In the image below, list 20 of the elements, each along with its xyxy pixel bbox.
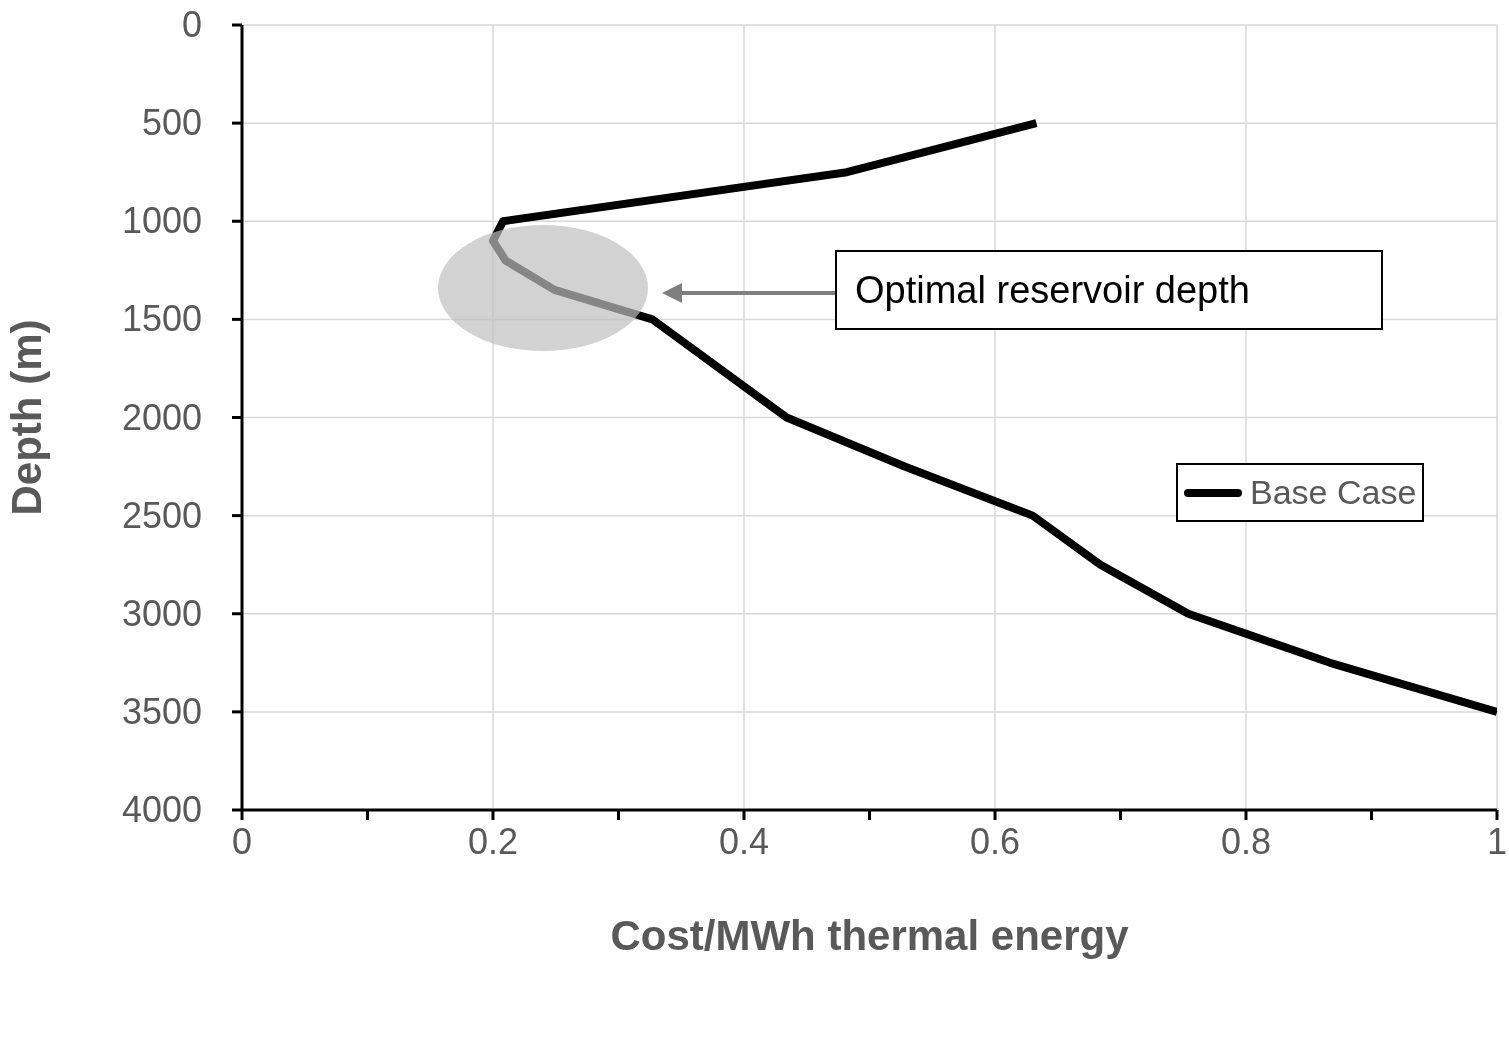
- x-axis-title: Cost/MWh thermal energy: [610, 912, 1130, 959]
- y-tick-label: 3500: [121, 690, 202, 732]
- y-tick-label: 2000: [121, 396, 202, 438]
- y-tick-label: 2500: [121, 494, 202, 536]
- y-tick-label: 1000: [121, 200, 202, 242]
- x-tick-label: 0.6: [969, 821, 1021, 862]
- y-axis-title: Depth (m): [2, 319, 50, 516]
- legend-label: Base Case: [1250, 473, 1417, 512]
- y-tick-label: 500: [141, 102, 202, 144]
- callout-box: Optimal reservoir depth: [835, 250, 1383, 330]
- x-tick-label: 0.4: [718, 821, 770, 862]
- annotation: Optimal reservoir depth: [855, 268, 1250, 312]
- y-tick-label: 4000: [121, 789, 202, 830]
- y-tick-label: 3000: [121, 592, 202, 634]
- x-tick-label: 1: [1486, 821, 1508, 862]
- y-tick-label: 1500: [121, 298, 202, 340]
- x-tick-label: 0.8: [1220, 821, 1272, 862]
- y-tick-label: 0: [181, 4, 202, 45]
- x-tick-label: 0.2: [467, 821, 519, 862]
- x-tick-label: 0: [231, 821, 253, 862]
